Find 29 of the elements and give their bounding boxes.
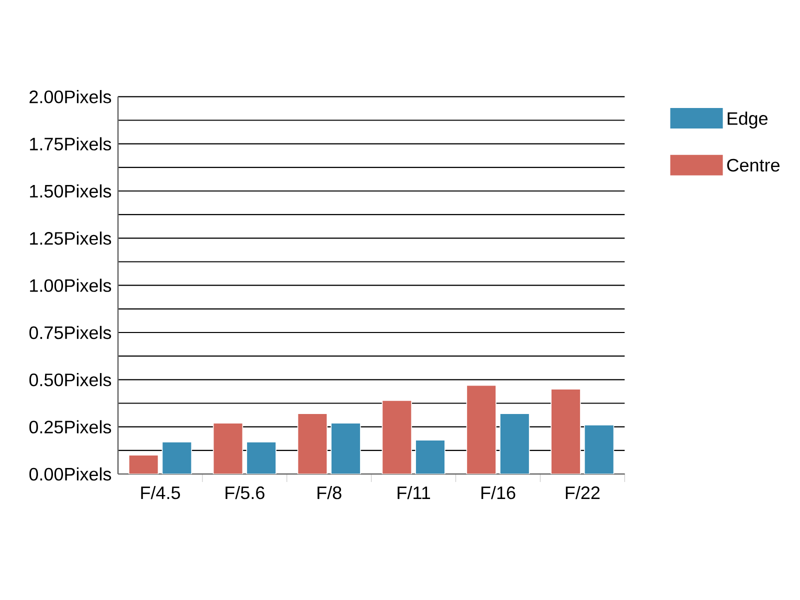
y-tick-label: 0.00Pixels xyxy=(29,467,112,481)
y-tick-label: 0.75Pixels xyxy=(29,326,112,340)
x-tick-label: F/5.6 xyxy=(226,486,264,500)
bar xyxy=(128,454,159,474)
x-tick-label: F/11 xyxy=(398,486,430,500)
bar xyxy=(415,440,446,474)
y-tick-label: 1.25Pixels xyxy=(30,232,112,245)
y-tick-label: 1.00Pixels xyxy=(30,278,112,292)
y-tick-label: 1.75Pixels xyxy=(30,137,112,150)
x-tick-label: F/4.5 xyxy=(141,486,180,500)
y-tick-label: 1.50Pixels xyxy=(30,184,112,198)
y-tick-label: 2.00Pixels xyxy=(30,90,112,104)
legend-label: Centre xyxy=(727,158,780,172)
bar xyxy=(550,388,581,474)
bar xyxy=(297,413,328,474)
bar xyxy=(584,424,614,474)
x-tick-label: F/22 xyxy=(566,486,600,500)
bar xyxy=(382,400,412,474)
x-tick-label: F/8 xyxy=(318,486,342,500)
bar xyxy=(330,422,361,474)
legend-label: Edge xyxy=(728,112,768,128)
bar xyxy=(162,442,192,474)
bar xyxy=(466,384,496,474)
bar xyxy=(500,413,530,474)
bar xyxy=(212,422,244,474)
bar xyxy=(246,442,276,474)
y-tick-label: 0.25Pixels xyxy=(29,420,112,434)
x-tick-label: F/16 xyxy=(481,486,516,500)
y-tick-label: 0.50Pixels xyxy=(29,373,112,386)
